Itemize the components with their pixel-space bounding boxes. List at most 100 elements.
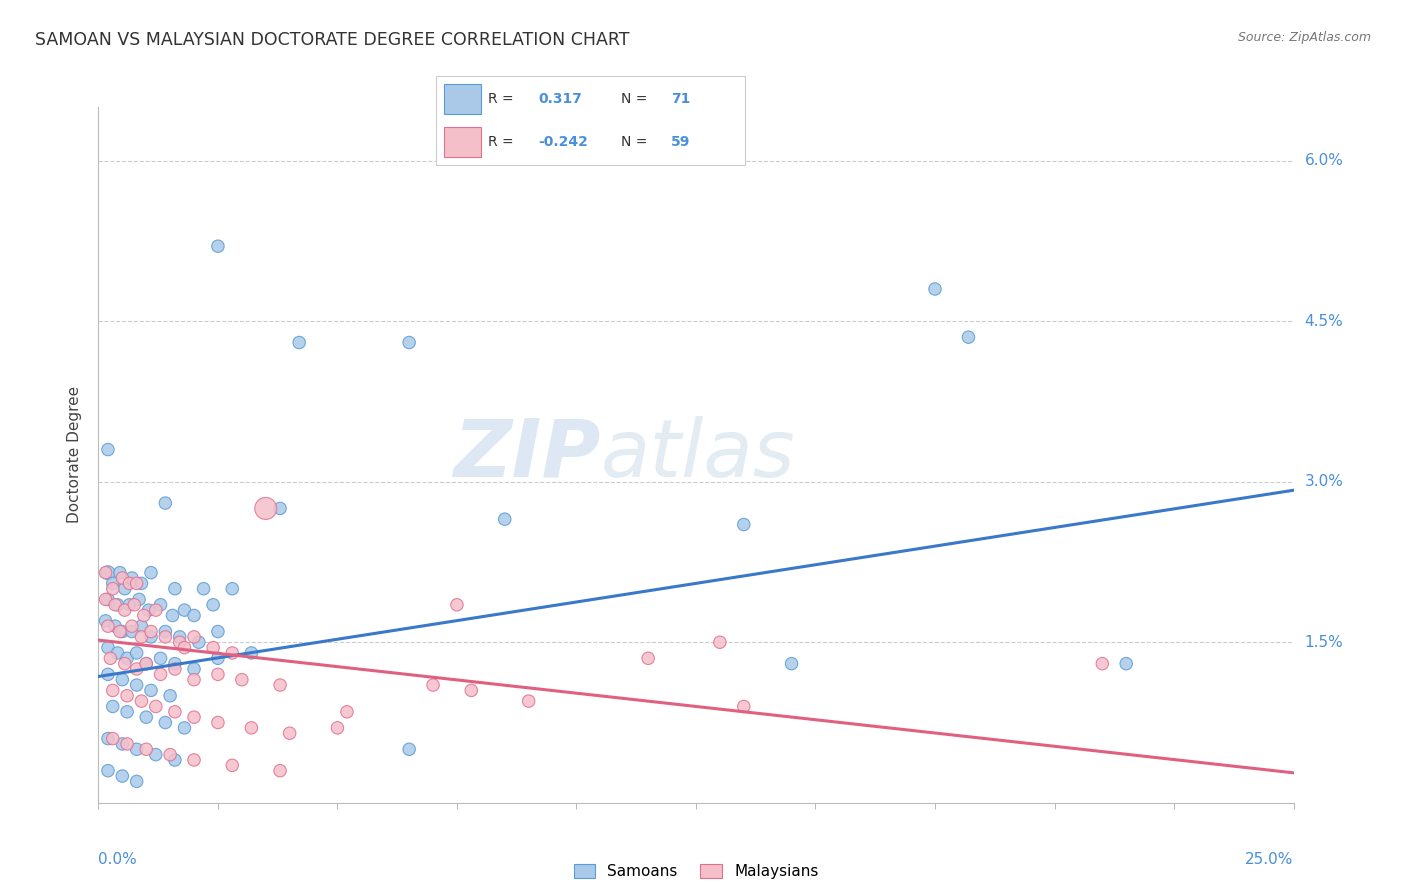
Point: [183, 673, 205, 687]
FancyBboxPatch shape: [444, 85, 481, 114]
Point: [924, 282, 946, 296]
Point: [118, 576, 141, 591]
Point: [169, 630, 191, 644]
Point: [135, 710, 157, 724]
Point: [173, 721, 195, 735]
Point: [183, 630, 205, 644]
Point: [108, 624, 131, 639]
Point: [202, 640, 225, 655]
Point: [145, 603, 167, 617]
Text: 25.0%: 25.0%: [1246, 852, 1294, 866]
Point: [163, 582, 186, 596]
Point: [207, 624, 229, 639]
Point: [163, 753, 186, 767]
Point: [125, 662, 148, 676]
Point: [163, 657, 186, 671]
Point: [97, 731, 120, 746]
Point: [97, 619, 120, 633]
Point: [131, 694, 153, 708]
Point: [202, 598, 225, 612]
Point: [94, 614, 117, 628]
Point: [101, 731, 124, 746]
Point: [494, 512, 516, 526]
Point: [149, 598, 172, 612]
Point: [183, 608, 205, 623]
Point: [326, 721, 349, 735]
Text: 4.5%: 4.5%: [1305, 314, 1343, 328]
Point: [108, 566, 131, 580]
Text: R =: R =: [488, 92, 515, 106]
Point: [145, 747, 167, 762]
Point: [94, 566, 117, 580]
Point: [207, 715, 229, 730]
Point: [169, 635, 191, 649]
Point: [104, 619, 127, 633]
FancyBboxPatch shape: [436, 76, 745, 165]
Text: 59: 59: [671, 135, 690, 149]
Point: [336, 705, 359, 719]
Point: [114, 603, 136, 617]
Point: [131, 619, 153, 633]
Text: atlas: atlas: [600, 416, 796, 494]
Point: [111, 673, 134, 687]
Point: [139, 630, 162, 644]
Point: [115, 651, 138, 665]
Point: [163, 662, 186, 676]
Point: [145, 699, 167, 714]
Point: [155, 624, 177, 639]
Point: [135, 657, 157, 671]
Point: [124, 598, 146, 612]
Point: [221, 646, 243, 660]
Point: [278, 726, 301, 740]
Point: [254, 501, 277, 516]
Point: [121, 624, 143, 639]
Point: [231, 673, 253, 687]
Point: [101, 582, 124, 596]
Point: [139, 683, 162, 698]
Text: N =: N =: [621, 92, 648, 106]
Point: [128, 592, 150, 607]
FancyBboxPatch shape: [444, 128, 481, 157]
Y-axis label: Doctorate Degree: Doctorate Degree: [67, 386, 83, 524]
Point: [183, 710, 205, 724]
Point: [422, 678, 444, 692]
Point: [121, 571, 143, 585]
Point: [107, 646, 129, 660]
Point: [115, 705, 138, 719]
Point: [221, 758, 243, 772]
Point: [460, 683, 482, 698]
Point: [132, 608, 155, 623]
Point: [183, 662, 205, 676]
Point: [107, 598, 129, 612]
Point: [125, 576, 148, 591]
Point: [125, 678, 148, 692]
Point: [207, 651, 229, 665]
Point: [139, 566, 162, 580]
Point: [446, 598, 468, 612]
Point: [101, 576, 124, 591]
Point: [240, 646, 263, 660]
Point: [173, 603, 195, 617]
Point: [125, 774, 148, 789]
Point: [733, 699, 755, 714]
Point: [155, 496, 177, 510]
Text: N =: N =: [621, 135, 648, 149]
Point: [125, 742, 148, 756]
Point: [101, 699, 124, 714]
Point: [135, 742, 157, 756]
Point: [149, 651, 172, 665]
Point: [104, 598, 127, 612]
Point: [131, 630, 153, 644]
Point: [155, 715, 177, 730]
Point: [193, 582, 215, 596]
Point: [97, 566, 120, 580]
Point: [121, 619, 143, 633]
Point: [1091, 657, 1114, 671]
Point: [111, 571, 134, 585]
Point: [111, 737, 134, 751]
Point: [131, 576, 153, 591]
Point: [155, 630, 177, 644]
Point: [288, 335, 311, 350]
Point: [114, 657, 136, 671]
Point: [398, 335, 420, 350]
